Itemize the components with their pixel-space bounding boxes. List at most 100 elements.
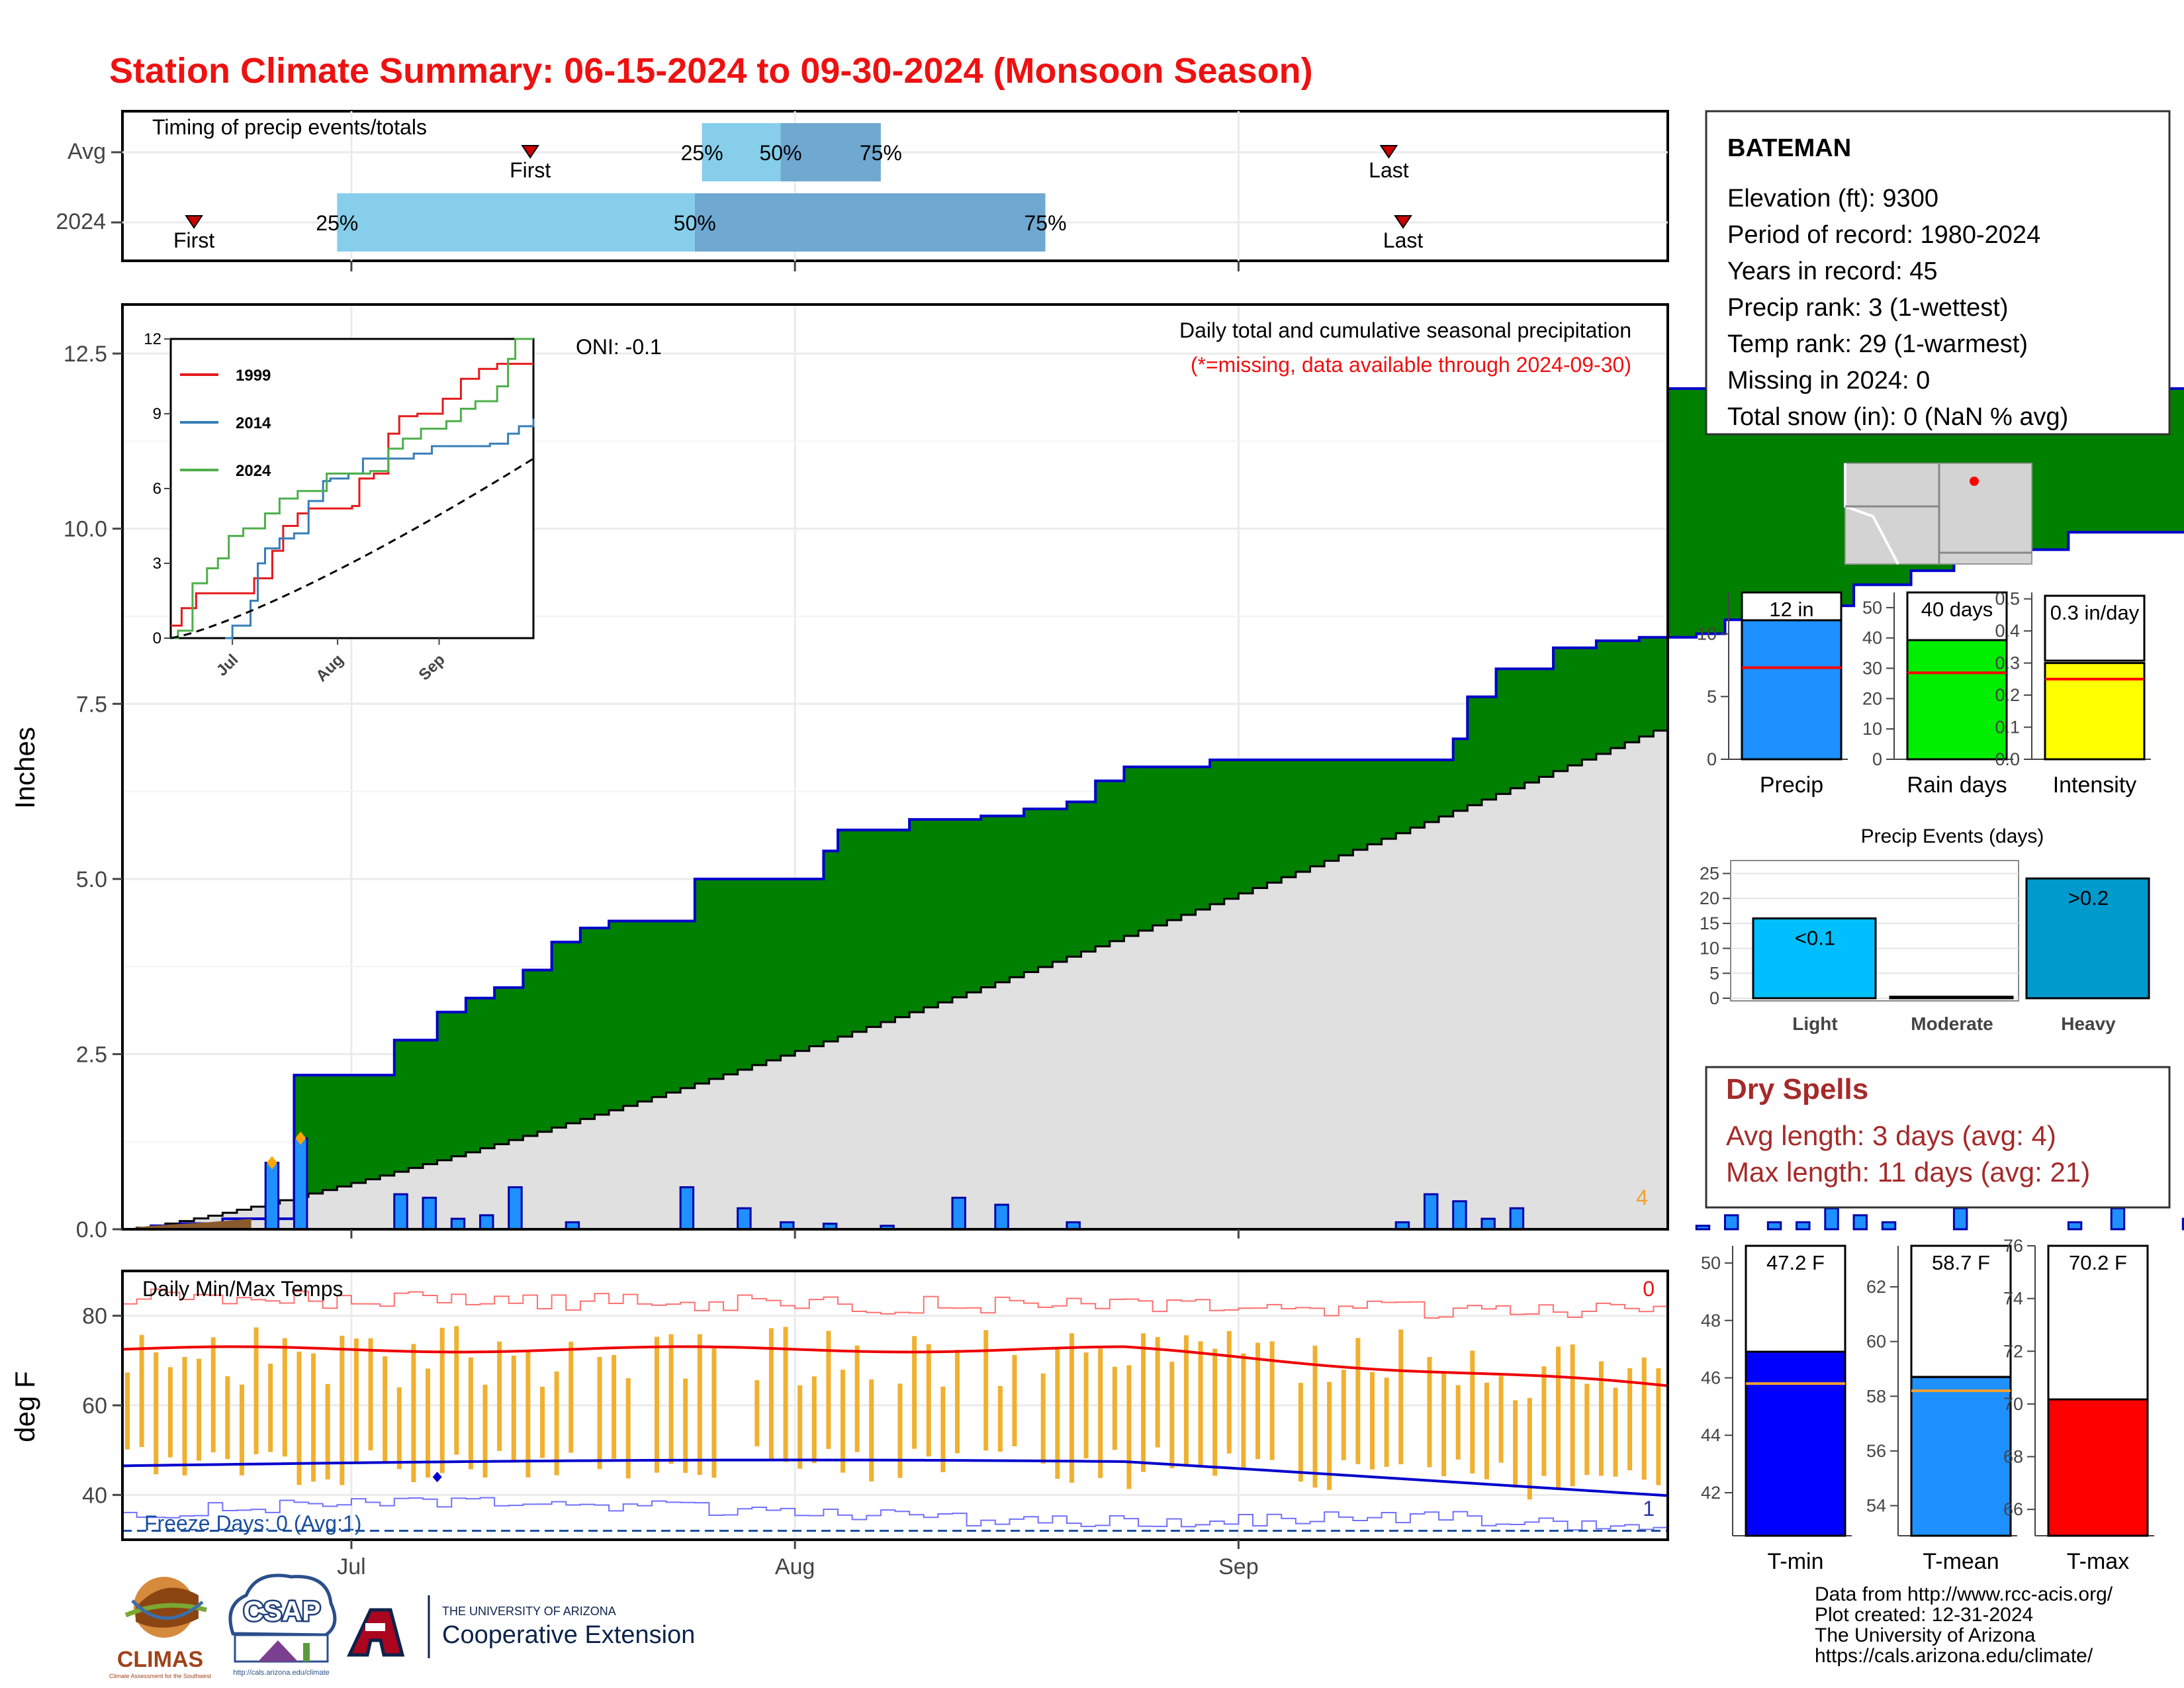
dry-spells-box: Dry Spells Avg length: 3 days (avg: 4) M… <box>1705 1066 2171 1209</box>
mini-chart-category-label: T-mean <box>1923 1549 1999 1574</box>
daily-temp-range-bar <box>353 1338 359 1464</box>
timing-first-label-2024: First <box>173 228 214 252</box>
daily-temp-range-bar <box>1141 1333 1146 1472</box>
csap-logo-url: http://cals.arizona.edu/climate <box>233 1669 330 1677</box>
mini-chart-y-tick-label: 60 <box>1866 1332 1886 1352</box>
station-info-box: BATEMAN Elevation (ft): 9300 Period of re… <box>1705 110 2171 436</box>
mini-chart-value-label: 70.2 F <box>2069 1251 2127 1274</box>
daily-temp-range-bar <box>569 1341 574 1453</box>
precip-y-tick-label: 2.5 <box>76 1042 107 1067</box>
mini-chart-value-bar <box>1906 637 2008 761</box>
mini-chart-value-bar <box>2047 1397 2149 1537</box>
daily-temp-range-bar <box>197 1358 202 1461</box>
daily-temp-range-bar <box>1226 1331 1232 1454</box>
daily-precip-bar <box>1881 1221 1897 1231</box>
mini-chart-y-tick-label: 66 <box>2003 1499 2023 1519</box>
station-info-line: Precip rank: 3 (1-wettest) <box>1727 294 2008 322</box>
precip-events-bar-light <box>1752 917 1877 1000</box>
climas-logo-subtitle: Climate Assessment for the Southwest <box>109 1673 212 1679</box>
mini-chart-precip: 0 5 10 12 in Precip <box>1697 591 1848 798</box>
daily-temp-range-bar <box>897 1383 903 1478</box>
daily-precip-bar <box>1824 1207 1839 1231</box>
daily-temp-range-bar <box>368 1338 373 1450</box>
mini-chart-value-box <box>1745 1244 1846 1353</box>
daily-temp-range-bar <box>1040 1373 1046 1464</box>
timing-last-label-Avg: Last <box>1369 158 1409 182</box>
daily-temp-range-bar <box>1369 1372 1375 1470</box>
daily-precip-bar <box>479 1214 494 1231</box>
daily-temp-range-bar <box>167 1367 173 1458</box>
mini-chart-value-bar <box>1910 1376 2012 1537</box>
mini-chart-intensity: 0.0 0.1 0.2 0.3 0.4 0.5 0.3 in/day Intensity <box>1995 589 2151 798</box>
early-season-overlap <box>122 1219 251 1229</box>
daily-temp-range-bar <box>1126 1365 1132 1489</box>
oni-label: ONI: -0.1 <box>576 335 662 359</box>
timing-bar-q2-Avg <box>780 123 881 181</box>
daily-precip-bar <box>1852 1214 1868 1231</box>
month-tick-label: Sep <box>1218 1554 1259 1579</box>
record-low-temp-line <box>122 1497 1668 1531</box>
daily-temp-range-bar <box>1169 1362 1175 1469</box>
daily-temp-range-bar <box>340 1335 345 1485</box>
mini-chart-y-tick-label: 58 <box>1866 1386 1886 1406</box>
mini-chart-category-label: Precip <box>1760 773 1823 798</box>
events-y-tick-label: 10 <box>1700 939 1719 959</box>
daily-precip-bar <box>264 1161 280 1231</box>
normal-min-temp-line <box>122 1458 1668 1497</box>
station-info-line: Missing in 2024: 0 <box>1727 367 1930 395</box>
events-y-tick-label: 25 <box>1700 864 1719 884</box>
daily-temp-range-bar <box>1112 1366 1117 1450</box>
record-daily-marker <box>266 1156 277 1170</box>
inset-legend-1999: 1999 <box>236 367 271 385</box>
daily-temp-range-bar <box>1355 1338 1361 1464</box>
mini-chart-t-min: 42 44 46 48 50 47.2 F T-min <box>1701 1244 1852 1574</box>
mini-chart-y-tick-label: 44 <box>1701 1425 1721 1445</box>
mini-chart-value-bar <box>1745 1342 1846 1537</box>
daily-temp-range-bar <box>139 1335 144 1447</box>
daily-temp-range-bar <box>1298 1383 1303 1482</box>
location-map <box>1844 463 2032 565</box>
precip-events-value-label: <0.1 <box>1795 926 1835 949</box>
precip-y-axis-label: Inches <box>9 727 40 809</box>
timing-p25-Avg: 25% <box>681 141 723 165</box>
mini-chart-y-tick-label: 0.1 <box>1995 718 2020 737</box>
mini-chart-category-label: Rain days <box>1907 773 2007 798</box>
daily-temp-range-bar <box>154 1352 159 1475</box>
daily-temp-range-bar <box>1427 1356 1432 1468</box>
inset-series-1999 <box>171 363 533 627</box>
mini-chart-y-tick-label: 50 <box>1701 1253 1721 1273</box>
timing-bar-q2-2024 <box>694 193 1046 252</box>
mini-chart-y-tick-label: 0.0 <box>1995 749 2020 769</box>
csap-logo: CSAP http://cals.arizona.edu/climate <box>228 1573 337 1677</box>
mini-chart-value-box <box>2044 594 2146 662</box>
daily-temp-range-bar <box>239 1384 244 1476</box>
mini-chart-y-tick-label: 30 <box>1862 659 1882 679</box>
inset-y-tick-label: 0 <box>153 630 161 647</box>
daily-temp-range-bar <box>1513 1400 1518 1488</box>
daily-precip-bar <box>1452 1200 1467 1231</box>
daily-temp-range-bar <box>912 1336 917 1449</box>
daily-temp-range-bar <box>1627 1368 1633 1471</box>
station-name: BATEMAN <box>1727 134 1851 162</box>
mini-chart-category-label: T-max <box>2067 1549 2129 1574</box>
timing-bar-q1-2024 <box>337 193 695 252</box>
timing-first-marker-2024 <box>185 215 203 229</box>
daily-temp-range-bar <box>125 1372 130 1450</box>
daily-precip-bar <box>2181 1217 2184 1231</box>
precip-y-tick-label: 5.0 <box>76 867 107 892</box>
precip-events-bar-heavy <box>2025 877 2150 1000</box>
timing-first-marker-Avg <box>521 145 540 159</box>
daily-temp-range-bar <box>983 1330 989 1451</box>
daily-precip-bar <box>450 1217 466 1231</box>
dry-spells-title: Dry Spells <box>1726 1073 1868 1105</box>
mini-chart-y-tick-label: 5 <box>1707 686 1717 706</box>
mini-chart-y-tick-label: 42 <box>1701 1483 1721 1503</box>
timing-last-marker-Avg <box>1379 145 1398 159</box>
daily-temp-range-bar <box>396 1387 402 1470</box>
daily-temp-range-bar <box>1341 1370 1346 1460</box>
daily-temp-range-bar <box>1098 1348 1103 1478</box>
timing-title: Timing of precip events/totals <box>152 115 427 139</box>
mini-chart-y-tick-label: 68 <box>2003 1447 2023 1467</box>
precip-events-title: Precip Events (days) <box>1861 825 2044 847</box>
